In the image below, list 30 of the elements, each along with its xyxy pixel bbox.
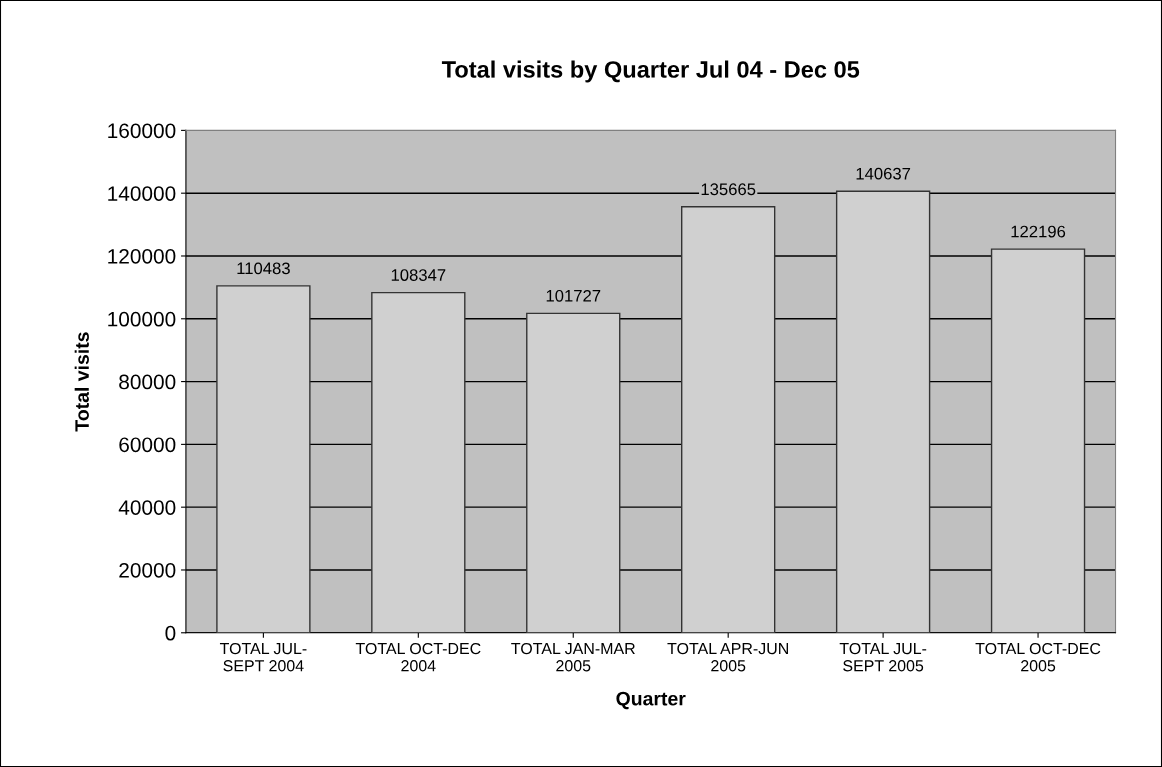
bar [526, 312, 621, 633]
y-tick-label: 20000 [119, 562, 176, 578]
bar [216, 285, 311, 633]
bar [990, 248, 1086, 633]
x-tick-label: TOTAL OCT-DEC 2004 [355, 642, 481, 672]
bar [835, 190, 931, 633]
y-tick-label: 160000 [108, 123, 176, 139]
data-label: 122196 [1011, 225, 1066, 238]
y-tick-label: 140000 [108, 186, 176, 201]
x-tick-label: TOTAL JUL- SEPT 2004 [219, 642, 307, 672]
x-tick-label: TOTAL APR-JUN 2005 [667, 642, 788, 672]
data-label: 140637 [856, 167, 911, 180]
chart-title: Total visits by Quarter Jul 04 - Dec 05 [441, 60, 860, 83]
data-label: 108347 [391, 269, 446, 281]
bar [681, 206, 776, 633]
y-tick-label: 40000 [118, 500, 176, 515]
y-tick-label: 100000 [108, 311, 176, 327]
x-axis-title: Quarter [616, 691, 686, 710]
x-tick-label: TOTAL JAN-MAR 2005 [511, 642, 635, 672]
y-tick-label: 80000 [119, 374, 176, 390]
x-tick-label: TOTAL OCT-DEC 2005 [975, 642, 1101, 672]
y-tick-label: 0 [165, 625, 176, 641]
data-label: 101727 [546, 289, 601, 302]
y-axis-title: Total visits [74, 332, 89, 432]
x-tick-label: TOTAL JUL- SEPT 2005 [839, 642, 927, 672]
data-label: 110483 [237, 262, 290, 275]
bar [371, 291, 466, 633]
y-tick-label: 120000 [108, 248, 176, 264]
data-label: 135665 [701, 183, 756, 196]
y-tick-label: 60000 [119, 437, 176, 453]
